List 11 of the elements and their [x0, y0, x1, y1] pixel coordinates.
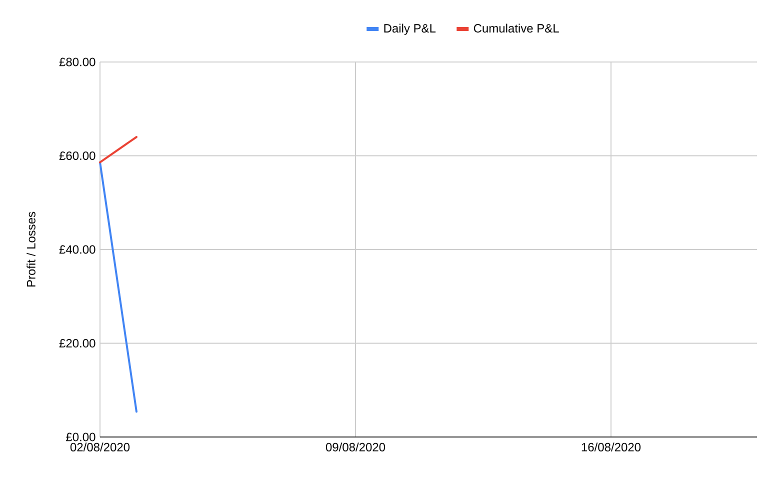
- legend-label: Cumulative P&L: [474, 24, 559, 33]
- y-tick-label: £0.00: [66, 432, 96, 442]
- y-axis-title: Profit / Losses: [26, 212, 36, 287]
- x-tick-label: 09/08/2020: [326, 442, 386, 452]
- y-tick-label: £40.00: [59, 245, 96, 254]
- y-tick-label: £20.00: [59, 338, 96, 348]
- x-tick-label: 16/08/2020: [582, 442, 641, 452]
- x-tick-label: 02/08/2020: [70, 442, 130, 452]
- y-tick-label: £80.00: [59, 58, 96, 66]
- y-tick-label: £60.00: [59, 151, 96, 160]
- legend-label: Daily P&L: [384, 24, 436, 35]
